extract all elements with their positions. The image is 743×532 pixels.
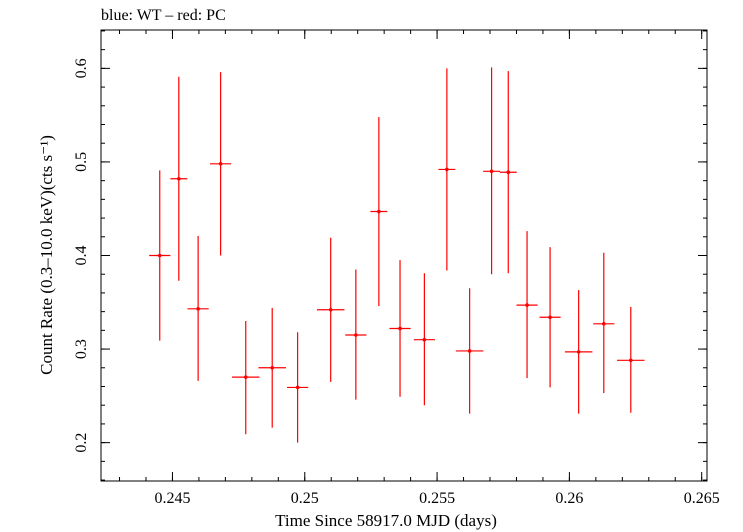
y-tick-label: 0.2 bbox=[73, 433, 90, 453]
point-marker bbox=[377, 209, 381, 214]
point-marker bbox=[548, 315, 552, 320]
point-marker bbox=[157, 253, 162, 258]
y-tick-label: 0.4 bbox=[73, 246, 90, 266]
data-point bbox=[617, 306, 645, 413]
data-point bbox=[149, 170, 171, 341]
x-tick-label: 0.255 bbox=[419, 490, 455, 507]
point-marker bbox=[218, 162, 223, 166]
point-marker bbox=[489, 169, 494, 174]
data-point bbox=[564, 290, 593, 414]
data-point bbox=[516, 231, 538, 379]
point-marker bbox=[422, 337, 427, 342]
point-marker bbox=[525, 303, 529, 307]
data-point bbox=[316, 237, 345, 382]
x-axis-title: Time Since 58917.0 MJD (days) bbox=[275, 511, 497, 530]
tick-labels: 0.245 0.25 0.255 0.26 0.265 0.2 0.3 0.4 0.5 0.6 bbox=[73, 58, 720, 507]
point-marker bbox=[576, 350, 581, 354]
data-series bbox=[149, 67, 645, 443]
axis-ticks bbox=[101, 30, 707, 481]
data-point bbox=[231, 320, 260, 435]
y-tick-label: 0.5 bbox=[73, 152, 90, 172]
y-axis-title: Count Rate (0.3–10.0 keV)(cts s⁻¹) bbox=[37, 135, 56, 375]
point-marker bbox=[601, 322, 606, 326]
data-point bbox=[413, 273, 435, 406]
y-tick-label: 0.6 bbox=[73, 58, 90, 78]
data-point bbox=[593, 252, 615, 394]
x-tick-label: 0.26 bbox=[555, 490, 583, 507]
point-marker bbox=[445, 167, 449, 172]
data-point bbox=[370, 117, 388, 307]
point-marker bbox=[398, 326, 402, 331]
data-point bbox=[455, 288, 484, 414]
data-point bbox=[345, 269, 367, 400]
chart-title: blue: WT – red: PC bbox=[101, 7, 226, 24]
point-marker bbox=[506, 170, 511, 175]
data-point bbox=[210, 72, 232, 256]
data-point bbox=[258, 307, 286, 428]
data-point bbox=[389, 260, 411, 397]
point-marker bbox=[243, 375, 248, 379]
data-point bbox=[187, 235, 209, 381]
x-tick-label: 0.245 bbox=[154, 490, 190, 507]
data-point bbox=[539, 247, 561, 388]
y-tick-label: 0.3 bbox=[73, 339, 90, 359]
x-tick-label: 0.265 bbox=[684, 490, 720, 507]
point-marker bbox=[328, 307, 333, 312]
data-point bbox=[287, 332, 309, 443]
point-marker bbox=[270, 365, 275, 370]
point-marker bbox=[196, 307, 200, 311]
point-marker bbox=[295, 385, 300, 390]
point-marker bbox=[628, 358, 633, 363]
data-point bbox=[483, 67, 501, 275]
data-point bbox=[170, 76, 188, 281]
x-tick-label: 0.25 bbox=[291, 490, 319, 507]
point-marker bbox=[354, 333, 358, 337]
data-point bbox=[499, 71, 517, 274]
plot-frame bbox=[100, 29, 708, 482]
point-marker bbox=[467, 349, 472, 353]
point-marker bbox=[177, 176, 181, 181]
data-point bbox=[438, 68, 456, 271]
